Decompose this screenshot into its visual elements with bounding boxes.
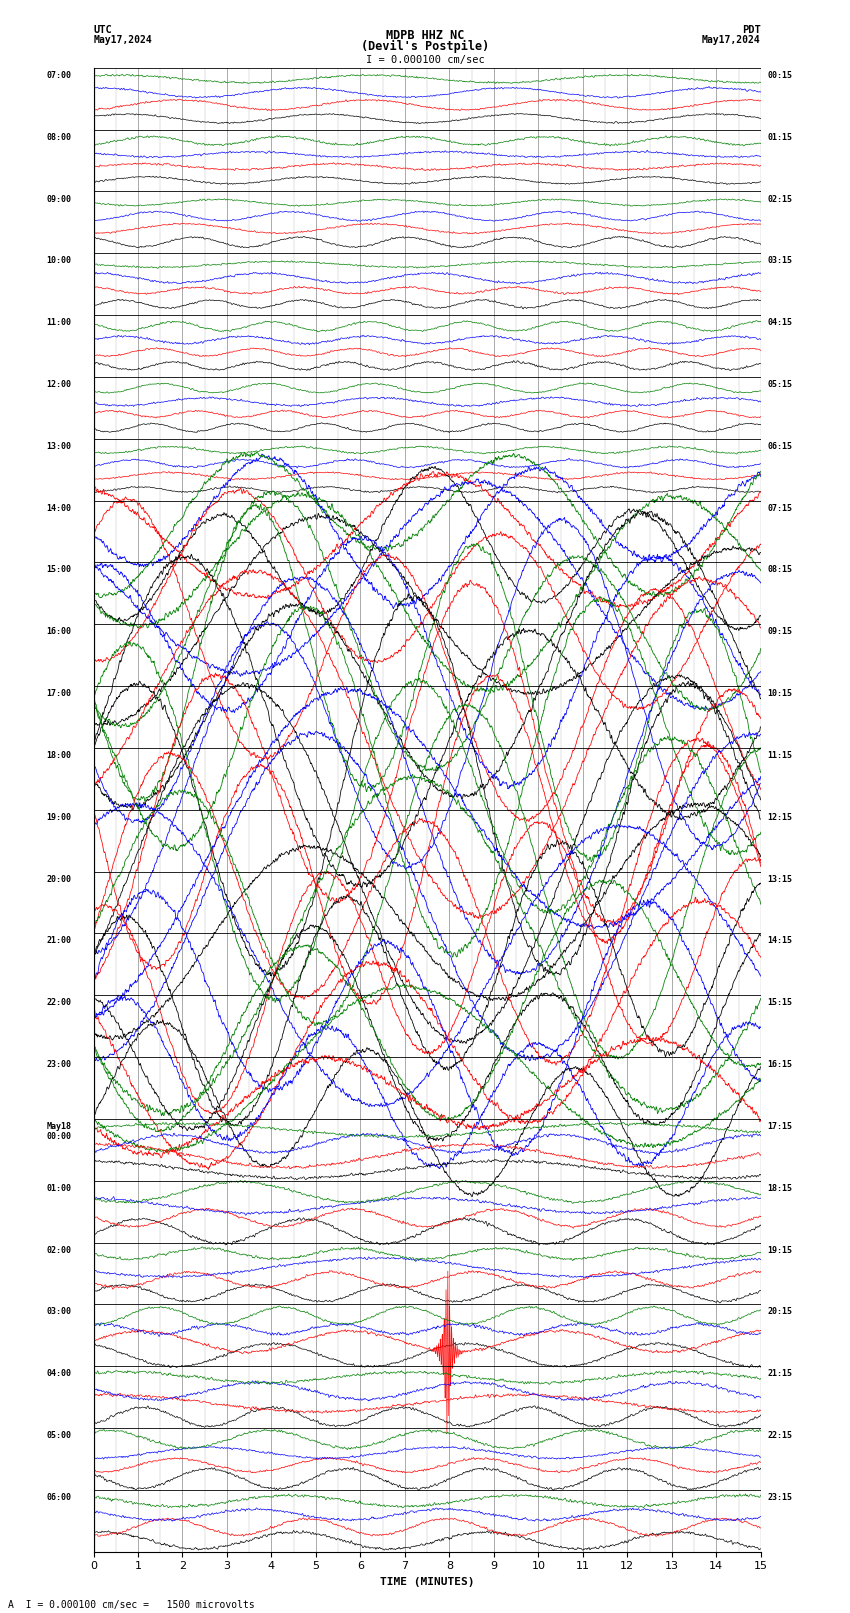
Text: May18
00:00: May18 00:00	[46, 1123, 71, 1142]
Text: 05:00: 05:00	[46, 1431, 71, 1440]
Text: 03:15: 03:15	[768, 256, 792, 265]
Text: 22:15: 22:15	[768, 1431, 792, 1440]
Text: 01:00: 01:00	[46, 1184, 71, 1192]
Text: 20:00: 20:00	[46, 874, 71, 884]
Text: I = 0.000100 cm/sec: I = 0.000100 cm/sec	[366, 55, 484, 65]
Text: 17:00: 17:00	[46, 689, 71, 698]
Text: 12:00: 12:00	[46, 381, 71, 389]
Text: 09:15: 09:15	[768, 627, 792, 636]
Text: 14:00: 14:00	[46, 503, 71, 513]
Text: PDT: PDT	[742, 26, 761, 35]
Text: 09:00: 09:00	[46, 195, 71, 203]
X-axis label: TIME (MINUTES): TIME (MINUTES)	[380, 1578, 474, 1587]
Text: 13:15: 13:15	[768, 874, 792, 884]
Text: 20:15: 20:15	[768, 1308, 792, 1316]
Text: 02:15: 02:15	[768, 195, 792, 203]
Text: 18:00: 18:00	[46, 752, 71, 760]
Text: 21:00: 21:00	[46, 937, 71, 945]
Text: 18:15: 18:15	[768, 1184, 792, 1192]
Text: 22:00: 22:00	[46, 998, 71, 1007]
Text: 01:15: 01:15	[768, 132, 792, 142]
Text: 19:15: 19:15	[768, 1245, 792, 1255]
Text: A  I = 0.000100 cm/sec =   1500 microvolts: A I = 0.000100 cm/sec = 1500 microvolts	[8, 1600, 255, 1610]
Text: 02:00: 02:00	[46, 1245, 71, 1255]
Text: (Devil's Postpile): (Devil's Postpile)	[361, 40, 489, 53]
Text: 19:00: 19:00	[46, 813, 71, 821]
Text: May17,2024: May17,2024	[702, 35, 761, 45]
Text: 10:00: 10:00	[46, 256, 71, 265]
Text: 08:00: 08:00	[46, 132, 71, 142]
Text: May17,2024: May17,2024	[94, 35, 152, 45]
Text: 00:15: 00:15	[768, 71, 792, 79]
Text: 14:15: 14:15	[768, 937, 792, 945]
Text: 04:00: 04:00	[46, 1369, 71, 1378]
Text: 06:00: 06:00	[46, 1494, 71, 1502]
Text: 08:15: 08:15	[768, 566, 792, 574]
Text: 11:15: 11:15	[768, 752, 792, 760]
Text: 11:00: 11:00	[46, 318, 71, 327]
Text: UTC: UTC	[94, 26, 112, 35]
Text: 16:00: 16:00	[46, 627, 71, 636]
Text: 15:00: 15:00	[46, 566, 71, 574]
Text: 23:15: 23:15	[768, 1494, 792, 1502]
Text: 10:15: 10:15	[768, 689, 792, 698]
Text: 07:00: 07:00	[46, 71, 71, 79]
Text: MDPB HHZ NC: MDPB HHZ NC	[386, 29, 464, 42]
Text: 05:15: 05:15	[768, 381, 792, 389]
Text: 15:15: 15:15	[768, 998, 792, 1007]
Text: 04:15: 04:15	[768, 318, 792, 327]
Text: 21:15: 21:15	[768, 1369, 792, 1378]
Text: 16:15: 16:15	[768, 1060, 792, 1069]
Text: 17:15: 17:15	[768, 1123, 792, 1131]
Text: 03:00: 03:00	[46, 1308, 71, 1316]
Text: 07:15: 07:15	[768, 503, 792, 513]
Text: 06:15: 06:15	[768, 442, 792, 450]
Text: 12:15: 12:15	[768, 813, 792, 821]
Text: 13:00: 13:00	[46, 442, 71, 450]
Text: 23:00: 23:00	[46, 1060, 71, 1069]
